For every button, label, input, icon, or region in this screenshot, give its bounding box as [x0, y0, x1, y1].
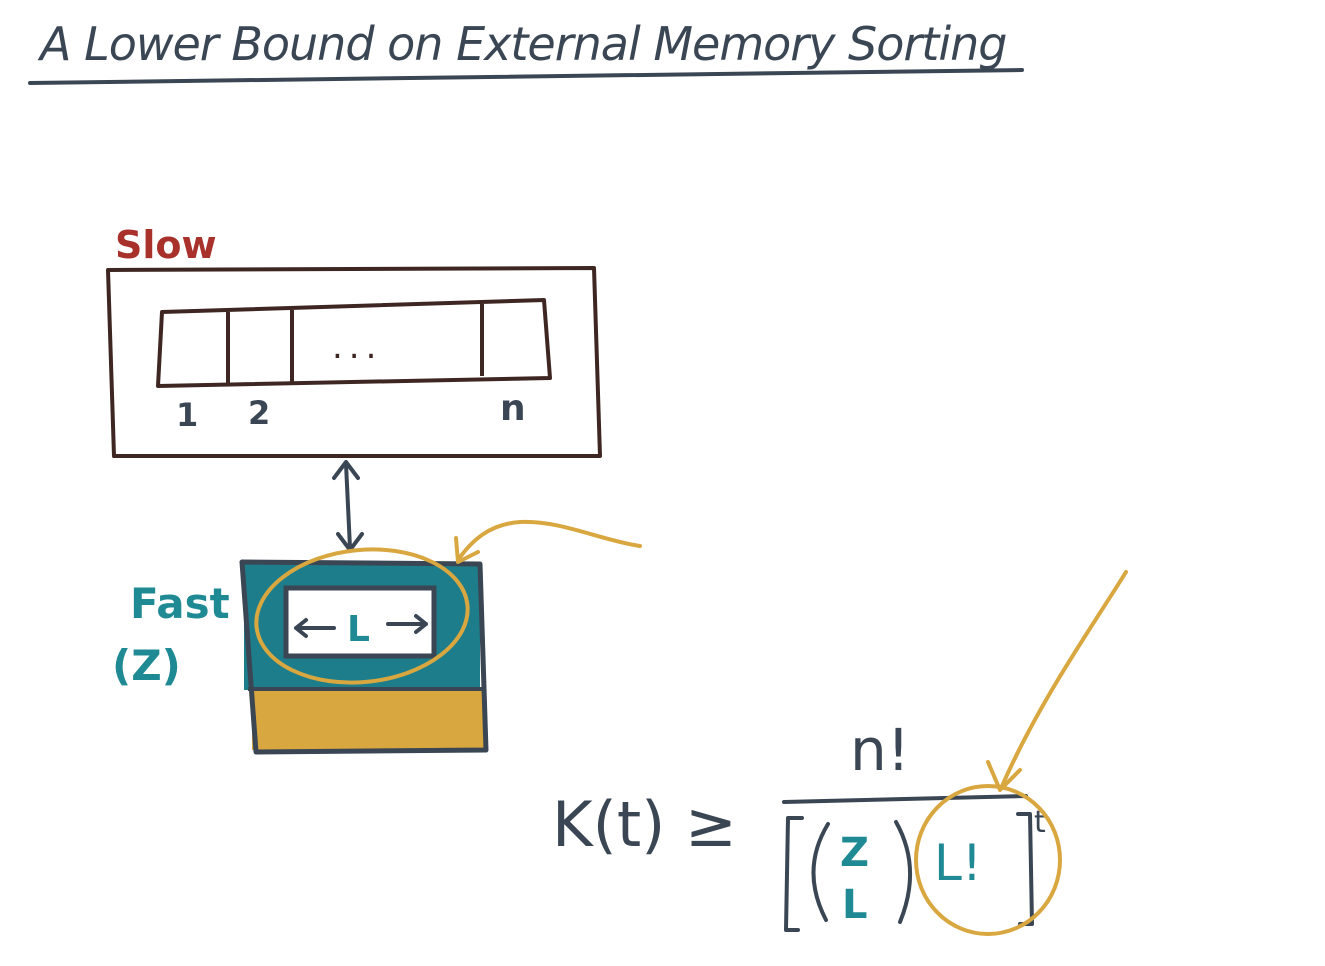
fast-memory-gold-region — [252, 690, 484, 750]
binom-left-paren — [811, 822, 830, 922]
slow-memory-box — [106, 266, 602, 458]
title-underline — [28, 68, 1024, 85]
cell-ellipsis: ... — [332, 327, 382, 367]
page-title: A Lower Bound on External Memory Sorting — [37, 17, 1006, 71]
fast-memory: Fast (Z) L — [112, 547, 489, 755]
fraction-bar — [782, 794, 1028, 804]
slow-memory: Slow ... 1 2 n — [106, 223, 602, 458]
fast-capacity: (Z) — [112, 641, 181, 690]
formula-numerator: n! — [850, 716, 910, 784]
cell-index-n: n — [500, 388, 526, 429]
block-highlight-circle — [254, 547, 470, 685]
cell-index-1: 1 — [176, 396, 198, 434]
cell-index-2: 2 — [248, 394, 270, 432]
formula: K(t) ≥ n! Z L L! t — [552, 716, 1062, 936]
binom-top: Z — [840, 830, 869, 876]
title-group: A Lower Bound on External Memory Sorting — [28, 17, 1024, 85]
right-bracket — [1016, 812, 1034, 926]
transfer-arrow — [332, 460, 364, 552]
formula-lhs: K(t) ≥ — [552, 788, 737, 861]
binom-bottom: L — [842, 882, 868, 928]
binom-right-paren — [894, 820, 913, 924]
left-bracket — [784, 816, 804, 932]
fast-label: Fast — [130, 579, 230, 628]
factorial-pointer-arrow — [986, 570, 1128, 792]
block-factorial: L! — [934, 834, 982, 892]
slow-label: Slow — [115, 223, 217, 267]
block-pointer-arrow — [454, 519, 642, 564]
array-outline — [156, 298, 552, 388]
block-left-arrow — [294, 618, 336, 638]
block-label: L — [347, 609, 370, 650]
factorial-highlight-circle — [914, 784, 1062, 936]
block-right-arrow — [386, 614, 428, 634]
